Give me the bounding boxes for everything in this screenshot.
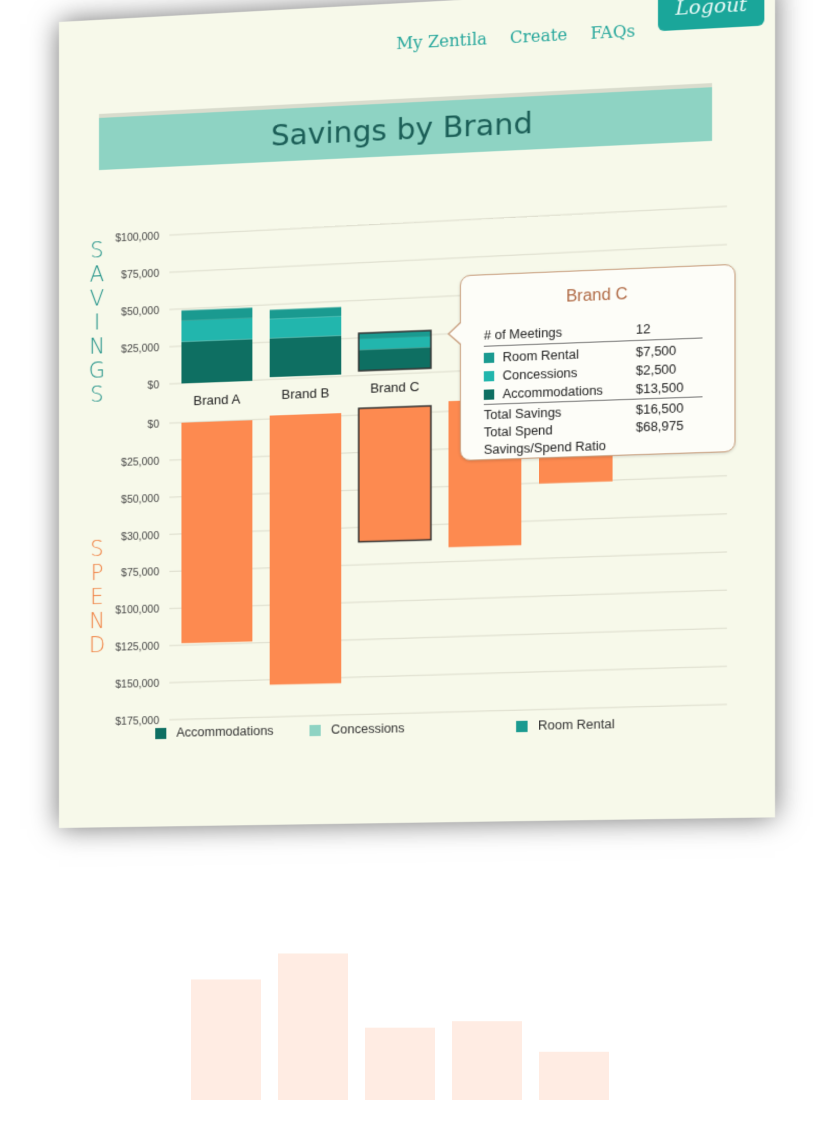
tooltip-row-value: $7,500 [636, 344, 676, 360]
savings-bar-accommodations [270, 336, 342, 378]
savings-tick-label: $100,000 [115, 232, 159, 245]
tooltip-row-label: Room Rental [503, 347, 579, 364]
panel-reflection [59, 850, 752, 1140]
savings-bar-accommodations [181, 339, 252, 383]
reflection-bar [278, 954, 348, 1100]
meetings-label: # of Meetings [484, 325, 562, 342]
reflection-graphic [59, 850, 752, 1140]
legend-accommodations: Accommodations [155, 724, 273, 740]
spend-tick-label: $175,000 [115, 716, 159, 728]
tooltip-swatch [484, 353, 494, 364]
spend-gridline [169, 552, 727, 571]
category-label: Brand A [193, 391, 240, 408]
meetings-value: 12 [636, 322, 651, 337]
savings-tick-label: $0 [147, 380, 159, 391]
spend-tick-label: $30,000 [121, 531, 159, 543]
legend-label: Accommodations [176, 724, 273, 740]
total-savings-label: Total Savings [484, 405, 562, 422]
legend-swatch [309, 724, 320, 735]
spend-tick-label: $75,000 [121, 568, 159, 580]
legend-room-rental: Room Rental [516, 717, 615, 733]
total-spend-value: $68,975 [636, 419, 684, 435]
tooltip-title: Brand C [461, 281, 734, 311]
savings-bar-concessions [270, 316, 342, 338]
savings-tick-label: $50,000 [121, 306, 159, 319]
spend-gridline [169, 590, 727, 608]
spend-bar [181, 420, 252, 643]
spend-gridline [169, 666, 727, 682]
brand-tooltip: Brand C # of Meetings 12 Room Rental $7,… [460, 264, 736, 461]
legend-swatch [155, 727, 166, 738]
ratio-label: Savings/Spend Ratio [484, 439, 606, 457]
legend-label: Room Rental [538, 717, 615, 733]
spend-tick-label: $125,000 [115, 642, 159, 654]
chart-panel: My Zentila Create FAQs Logout Savings by… [59, 0, 775, 828]
tooltip-row-value: $13,500 [636, 380, 684, 396]
tooltip-row-value: $2,500 [636, 362, 676, 378]
total-spend-label: Total Spend [484, 423, 553, 440]
savings-tick-label: $25,000 [121, 343, 159, 356]
savings-bar-accommodations [359, 347, 431, 371]
reflection-bar [191, 979, 261, 1100]
tooltip-swatch [484, 371, 494, 382]
spend-bar [270, 413, 342, 685]
tooltip-swatch [484, 389, 494, 400]
legend-concessions: Concessions [309, 721, 404, 737]
spend-gridline [169, 476, 727, 498]
savings-bar-concessions [181, 318, 252, 342]
spend-tick-label: $150,000 [115, 679, 159, 691]
spend-gridline [169, 514, 727, 535]
reflection-bar [365, 1028, 435, 1100]
tooltip-row-label: Accommodations [503, 383, 603, 401]
spend-tick-label: $50,000 [121, 494, 159, 506]
total-savings-value: $16,500 [636, 401, 684, 417]
savings-tick-label: $75,000 [121, 269, 159, 282]
spend-gridline [169, 628, 727, 645]
category-label: Brand B [281, 385, 329, 402]
tooltip-row-label: Concessions [503, 366, 578, 383]
spend-tick-label: $25,000 [121, 457, 159, 469]
reflection-bar [539, 1052, 609, 1100]
spend-bar [359, 406, 431, 542]
legend-label: Concessions [331, 721, 405, 737]
spend-tick-label: $0 [147, 419, 159, 430]
category-label: Brand C [370, 379, 419, 396]
reflection-bar [452, 1021, 522, 1100]
spend-tick-label: $100,000 [115, 605, 159, 617]
savings-gridline [169, 206, 727, 235]
legend-swatch [516, 720, 527, 731]
